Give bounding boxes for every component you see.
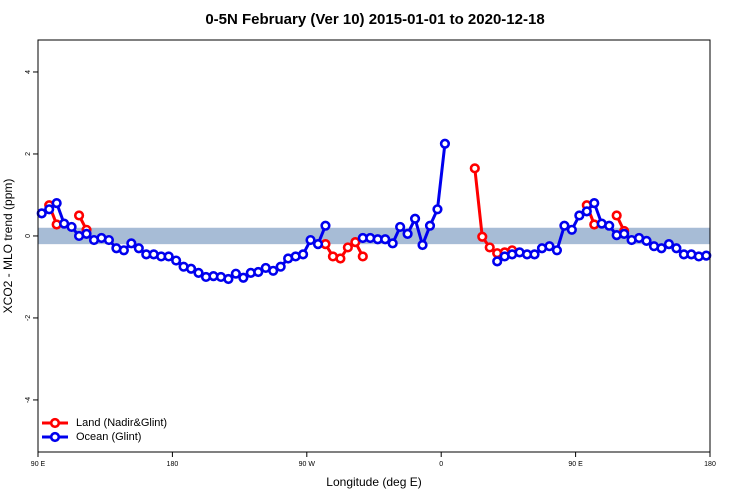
x-tick-label: 180 — [704, 461, 716, 468]
data-point — [223, 273, 234, 285]
data-point — [477, 231, 488, 242]
data-point — [133, 243, 144, 254]
data-point — [312, 239, 324, 250]
y-tick-label: 2 — [25, 152, 32, 156]
data-point — [611, 210, 622, 221]
data-point — [589, 198, 600, 209]
data-point — [559, 220, 570, 231]
data-point — [701, 250, 712, 261]
y-tick-label: 0 — [25, 234, 32, 238]
x-tick-label: 90 W — [299, 461, 316, 468]
data-point — [439, 138, 451, 149]
data-point — [305, 234, 316, 246]
data-point — [432, 204, 443, 215]
data-point — [320, 220, 331, 231]
data-point — [118, 245, 129, 256]
x-axis-label: Longitude (deg E) — [326, 475, 421, 489]
data-point — [66, 221, 77, 233]
y-axis-label: XCO2 - MLO trend (ppm) — [1, 179, 15, 314]
data-point — [671, 243, 682, 254]
y-tick-label: -2 — [25, 315, 32, 321]
data-point — [230, 268, 241, 279]
data-point — [469, 163, 480, 174]
data-point — [81, 228, 92, 240]
data-point — [663, 239, 675, 250]
data-point — [253, 266, 264, 278]
chart-title: 0-5N February (Ver 10) 2015-01-01 to 202… — [205, 11, 544, 28]
data-point — [551, 245, 563, 256]
legend-marker — [49, 417, 61, 429]
data-point — [409, 213, 421, 224]
data-point — [103, 234, 115, 246]
x-tick-label: 0 — [439, 461, 443, 468]
data-point — [342, 242, 353, 253]
data-point — [163, 251, 174, 262]
data-point — [380, 234, 391, 245]
series-line — [41, 143, 707, 281]
y-tick-label: -4 — [25, 397, 32, 403]
legend-label: Ocean (Glint) — [76, 431, 141, 443]
data-point — [44, 204, 55, 215]
data-point — [387, 238, 398, 249]
data-point — [297, 249, 309, 260]
legend-label: Land (Nadir&Glint) — [76, 417, 167, 429]
data-point — [335, 253, 346, 264]
data-point — [484, 242, 495, 253]
data-point — [171, 255, 182, 266]
data-point — [604, 220, 615, 231]
data-point — [51, 198, 62, 209]
data-point — [417, 239, 428, 251]
data-point — [238, 272, 249, 283]
data-point — [73, 210, 85, 221]
x-tick-label: 180 — [167, 461, 179, 468]
data-point — [581, 206, 592, 217]
data-point — [357, 251, 368, 262]
data-point — [566, 224, 577, 235]
legend-marker — [49, 431, 61, 443]
data-point — [492, 256, 503, 267]
data-point — [395, 221, 406, 233]
y-tick-label: 4 — [25, 70, 32, 74]
data-point — [574, 210, 585, 221]
data-point — [275, 261, 286, 272]
data-point — [656, 243, 667, 254]
data-point — [268, 265, 279, 276]
data-point — [402, 228, 413, 240]
data-point — [185, 263, 197, 274]
data-point — [350, 237, 361, 248]
data-point — [641, 235, 652, 246]
data-point — [529, 249, 540, 260]
plot-frame — [37, 39, 711, 453]
data-point — [544, 241, 555, 252]
data-point — [424, 220, 436, 231]
data-point — [126, 238, 137, 249]
x-tick-label: 90 E — [31, 461, 46, 468]
data-point — [619, 228, 630, 240]
data-point — [193, 267, 204, 278]
x-tick-label: 90 E — [568, 461, 583, 468]
